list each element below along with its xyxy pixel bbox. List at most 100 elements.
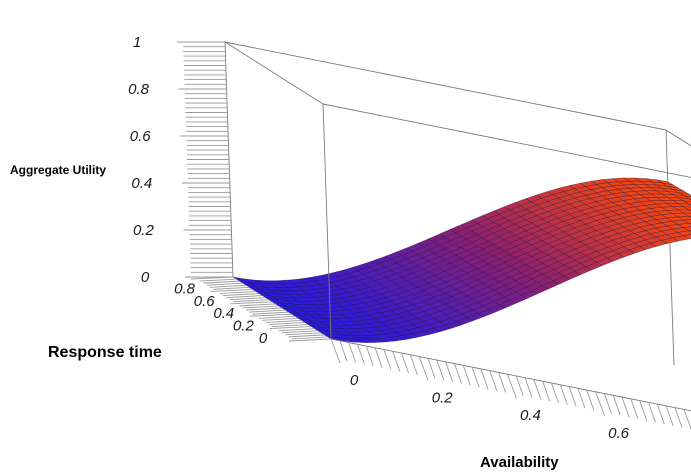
x-minor-tick [348, 342, 357, 363]
surface-facet [683, 195, 691, 200]
y-minor-tick [259, 315, 296, 319]
y-minor-tick [268, 322, 305, 325]
y-minor-tick [239, 303, 276, 307]
y-minor-tick [223, 293, 260, 296]
y-minor-tick [245, 307, 283, 311]
x-minor-tick [586, 389, 595, 411]
z-tick-label: 0.6 [130, 128, 152, 145]
x-minor-tick [409, 354, 418, 375]
x-minor-tick [603, 393, 612, 414]
x-minor-tick [648, 402, 656, 423]
x-minor-tick [471, 367, 480, 388]
surface-facet [677, 209, 691, 214]
y-axis-title: Response time [48, 344, 162, 361]
y-major-tick [210, 288, 253, 292]
x-minor-tick [542, 381, 551, 402]
y-major-tick [249, 313, 292, 317]
y-minor-tick [242, 305, 279, 309]
x-minor-tick [383, 349, 392, 370]
z-tick-label: 1 [133, 34, 141, 51]
y-minor-tick [213, 286, 250, 290]
y-tick-label: 0 [259, 330, 268, 347]
box-edge [322, 103, 332, 340]
x-tick-label: 0.6 [608, 425, 630, 442]
x-major-tick [418, 356, 429, 381]
y-minor-tick [200, 278, 237, 282]
x-minor-tick [374, 347, 383, 368]
y-minor-tick [219, 291, 256, 294]
surface-facet [683, 200, 691, 205]
y-minor-tick [291, 336, 328, 340]
x-minor-tick [551, 382, 559, 404]
x-minor-tick [559, 384, 568, 405]
y-minor-tick [206, 282, 243, 286]
z-tick-label: 0.8 [128, 81, 150, 98]
x-tick-label: 0.2 [432, 390, 454, 407]
utility-surface [232, 177, 691, 343]
x-major-tick [595, 391, 606, 416]
surface-facet [677, 223, 691, 228]
y-minor-tick [229, 297, 266, 301]
y-minor-tick [262, 317, 299, 321]
x-minor-tick [568, 386, 577, 407]
y-tick-label: 0.4 [213, 305, 234, 322]
x-minor-tick [515, 375, 524, 397]
surface-facet [677, 230, 691, 236]
z-tick-label: 0.2 [133, 222, 155, 239]
x-minor-tick [454, 363, 462, 384]
x-tick-label: 0 [350, 372, 359, 389]
x-major-tick [506, 374, 517, 399]
box-edge [224, 41, 667, 131]
box-edge [665, 129, 675, 366]
x-minor-tick [577, 388, 586, 409]
y-major-tick [288, 338, 332, 342]
y-minor-tick [226, 295, 263, 299]
surface-facet [678, 197, 691, 202]
x-major-tick [683, 409, 691, 430]
x-minor-tick [462, 365, 471, 386]
x-major-tick [330, 338, 341, 364]
x-minor-tick [357, 344, 365, 365]
x-minor-tick [401, 352, 409, 374]
x-minor-tick [674, 407, 683, 428]
x-minor-tick [339, 340, 348, 361]
x-minor-tick [630, 398, 639, 419]
box-edge [665, 129, 691, 147]
x-minor-tick [392, 351, 401, 372]
y-minor-tick [249, 309, 286, 313]
surface-facet [678, 203, 691, 208]
y-major-tick [230, 301, 273, 305]
x-minor-tick [436, 359, 445, 381]
surface-facet [677, 216, 691, 221]
x-minor-tick [621, 396, 630, 418]
y-minor-tick [281, 330, 318, 334]
y-minor-tick [285, 332, 322, 336]
y-major-tick [190, 276, 234, 280]
z-axis-title: Aggregate Utility [10, 163, 106, 177]
x-minor-tick [480, 368, 489, 390]
x-axis-title: Availability [480, 454, 559, 471]
x-minor-tick [427, 358, 436, 379]
x-minor-tick [533, 379, 542, 400]
y-tick-label: 0.2 [233, 318, 255, 335]
y-minor-tick [252, 311, 289, 315]
surface-facet [683, 206, 691, 211]
x-minor-tick [612, 395, 621, 416]
y-tick-label: 0.6 [194, 293, 216, 310]
surface-facet [678, 192, 691, 198]
x-tick-label: 0.4 [520, 407, 541, 424]
y-minor-tick [278, 328, 315, 332]
x-minor-tick [445, 361, 454, 383]
x-minor-tick [656, 403, 665, 425]
z-tick-label: 0.4 [131, 175, 152, 192]
y-minor-tick [272, 324, 309, 327]
y-minor-tick [265, 319, 302, 323]
x-minor-tick [524, 377, 533, 398]
x-minor-tick [365, 345, 374, 367]
y-minor-tick [210, 284, 247, 288]
z-tick-label: 0 [141, 269, 150, 286]
y-minor-tick [232, 299, 269, 303]
x-minor-tick [489, 370, 498, 391]
y-tick-label: 0.8 [174, 280, 196, 297]
